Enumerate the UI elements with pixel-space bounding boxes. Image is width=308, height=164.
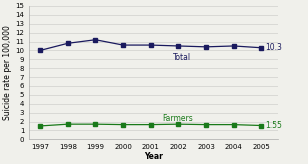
Text: Farmers: Farmers bbox=[162, 114, 192, 123]
Text: 1.55: 1.55 bbox=[265, 121, 282, 130]
Text: Total: Total bbox=[173, 53, 191, 62]
X-axis label: Year: Year bbox=[144, 152, 163, 161]
Text: 10.3: 10.3 bbox=[265, 43, 282, 52]
Y-axis label: Suicide rate per 100,000: Suicide rate per 100,000 bbox=[3, 25, 12, 120]
